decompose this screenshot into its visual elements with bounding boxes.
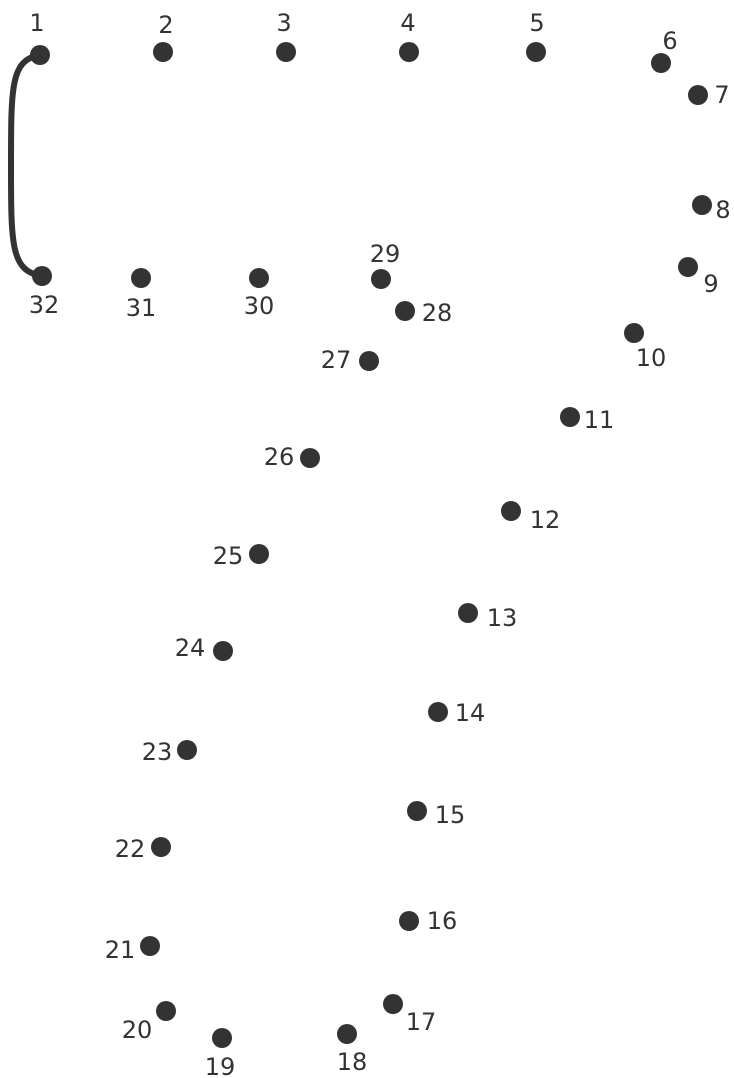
dot-label-31: 31 [126,294,157,322]
dot-16 [399,911,419,931]
dot-9 [678,257,698,277]
dot-30 [249,268,269,288]
dot-label-16: 16 [427,907,458,935]
connecting-lines [7,52,45,279]
dot-27 [359,351,379,371]
dot-31 [131,268,151,288]
dot-18 [337,1024,357,1044]
dot-29 [371,269,391,289]
dot-7 [688,85,708,105]
dot-12 [501,501,521,521]
dot-4 [399,42,419,62]
dot-label-19: 19 [205,1053,236,1078]
dot-label-24: 24 [175,634,206,662]
dot-label-6: 6 [662,27,677,55]
dot-label-25: 25 [213,542,244,570]
dot-label-17: 17 [406,1008,437,1036]
dot-3 [276,42,296,62]
dot-28 [395,301,415,321]
dot-23 [177,740,197,760]
dot-label-11: 11 [584,406,615,434]
dot-22 [151,837,171,857]
dot-label-8: 8 [715,196,730,224]
dot-5 [526,42,546,62]
dot-label-18: 18 [337,1048,368,1076]
dot-20 [156,1001,176,1021]
dot-6 [651,53,671,73]
dot-label-9: 9 [703,270,718,298]
dot-label-22: 22 [115,835,146,863]
dot-label-30: 30 [244,292,275,320]
dot-26 [300,448,320,468]
dot-24 [213,641,233,661]
dot-label-14: 14 [455,699,486,727]
line-1-to-32 [7,52,45,279]
dot-17 [383,994,403,1014]
dot-label-21: 21 [105,936,136,964]
dot-label-29: 29 [370,240,401,268]
dot-14 [428,702,448,722]
dot-labels: 1 2 3 4 567891011121314151617181920212223242… [29,9,731,1078]
dot-15 [407,801,427,821]
dot-13 [458,603,478,623]
dot-label-20: 20 [122,1016,153,1044]
dot-label-32: 32 [29,291,60,319]
dot-label-28: 28 [422,299,453,327]
dot-label-4: 4 [400,9,415,37]
dot-label-27: 27 [321,346,352,374]
dot-label-23: 23 [142,738,173,766]
dot-label-26: 26 [264,443,295,471]
dot-label-3: 3 [276,9,291,37]
dot-11 [560,407,580,427]
dot-32 [32,266,52,286]
dot-label-7: 7 [714,81,729,109]
dot-label-5: 5 [529,9,544,37]
dot-label-2: 2 [158,11,173,39]
dot-label-13: 13 [487,604,518,632]
dot-10 [624,323,644,343]
dot-2 [153,42,173,62]
dot-label-15: 15 [435,801,466,829]
dot-8 [692,195,712,215]
dot-21 [140,936,160,956]
dot-label-1: 1 [29,9,44,37]
dot-1 [30,45,50,65]
dot-label-10: 10 [636,344,667,372]
dot-label-12: 12 [530,506,561,534]
dot-25 [249,544,269,564]
dot-19 [212,1028,232,1048]
dots [30,42,712,1048]
